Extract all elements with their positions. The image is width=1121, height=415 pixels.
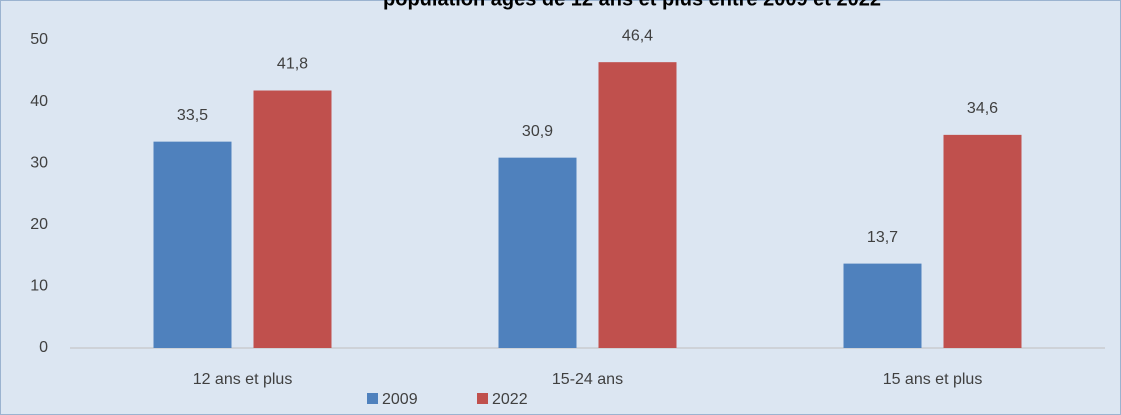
x-tick-label: 15-24 ans bbox=[552, 371, 623, 388]
data-label: 46,4 bbox=[622, 27, 653, 44]
legend-swatch bbox=[367, 393, 378, 404]
y-tick-label: 30 bbox=[30, 154, 48, 171]
bar bbox=[153, 141, 232, 348]
data-label: 34,6 bbox=[967, 100, 998, 117]
y-tick-label: 40 bbox=[30, 93, 48, 110]
data-label: 41,8 bbox=[277, 56, 308, 73]
chart-title: population âgés de 12 ans et plus entre … bbox=[383, 0, 881, 10]
data-label: 13,7 bbox=[867, 229, 898, 246]
legend-label: 2022 bbox=[492, 391, 528, 408]
legend-label: 2009 bbox=[382, 391, 418, 408]
bar bbox=[498, 157, 577, 348]
data-label: 33,5 bbox=[177, 107, 208, 124]
x-tick-label: 15 ans et plus bbox=[883, 371, 983, 388]
y-tick-label: 50 bbox=[30, 31, 48, 48]
legend-swatch bbox=[477, 393, 488, 404]
data-label: 30,9 bbox=[522, 123, 553, 140]
x-tick-label: 12 ans et plus bbox=[193, 371, 293, 388]
bar bbox=[598, 62, 677, 349]
bar bbox=[843, 263, 922, 348]
y-tick-label: 0 bbox=[39, 339, 48, 356]
bar bbox=[253, 90, 332, 349]
bar bbox=[943, 134, 1022, 348]
y-tick-label: 10 bbox=[30, 278, 48, 295]
y-tick-label: 20 bbox=[30, 216, 48, 233]
